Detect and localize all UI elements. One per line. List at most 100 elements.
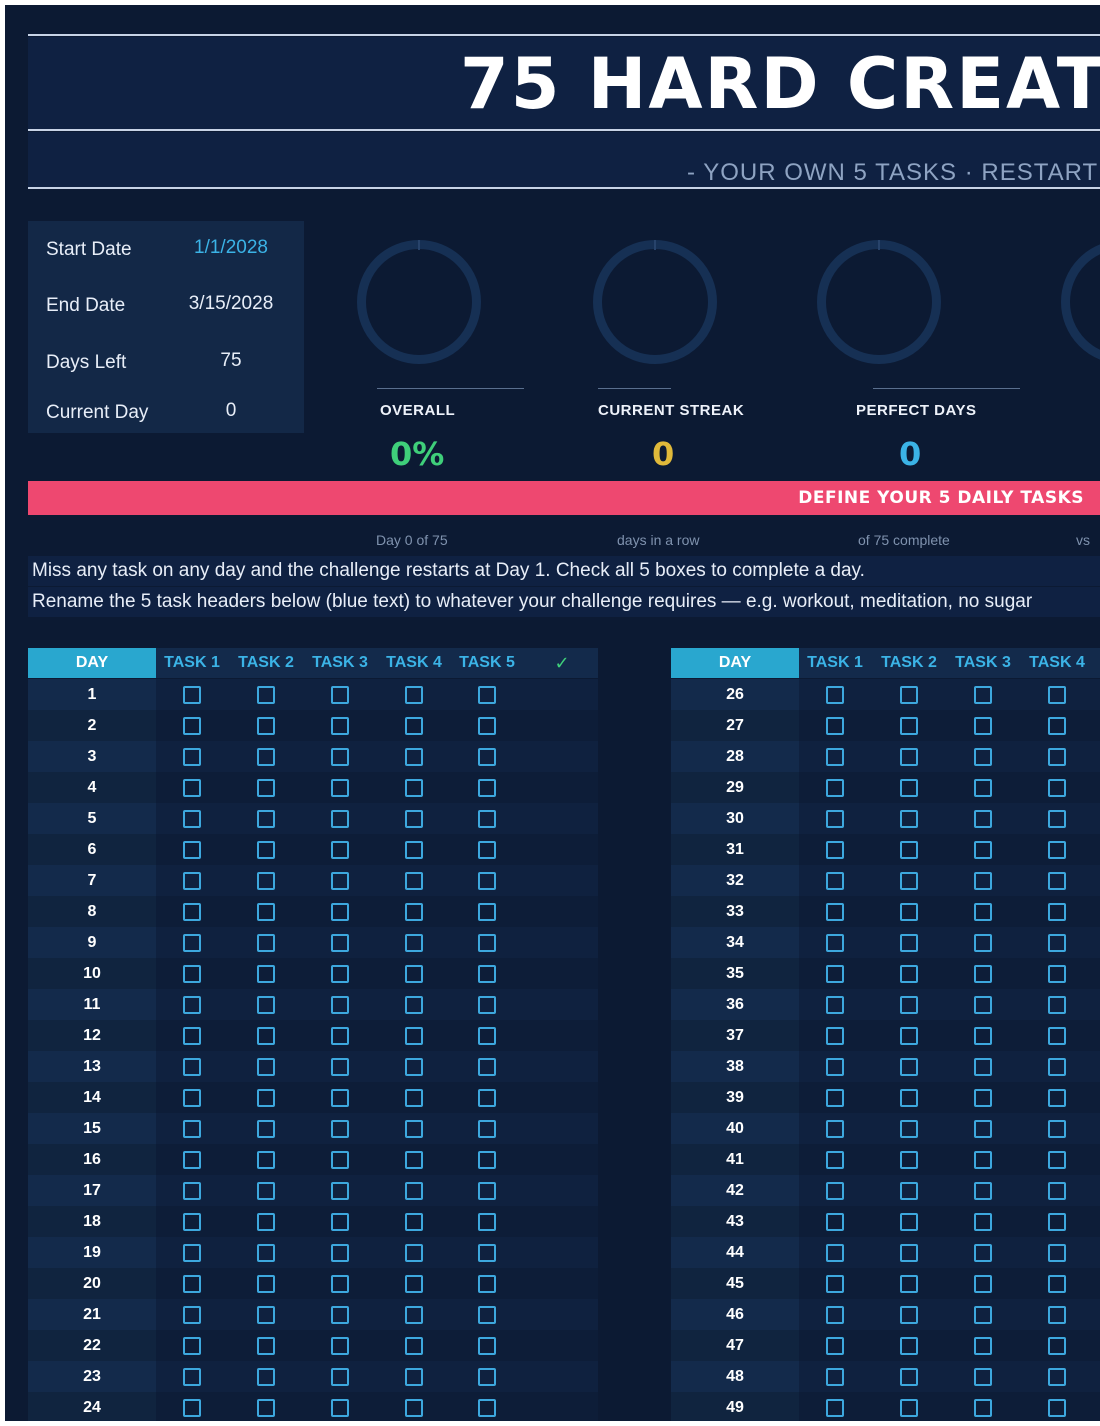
task-2-checkbox[interactable]: [900, 1182, 918, 1200]
task-2-checkbox[interactable]: [257, 872, 275, 890]
task-3-checkbox[interactable]: [974, 748, 992, 766]
task-3-checkbox[interactable]: [974, 1151, 992, 1169]
task-5-header[interactable]: TASK 5: [459, 654, 515, 671]
task-4-checkbox[interactable]: [1048, 779, 1066, 797]
task-1-header[interactable]: TASK 1: [164, 654, 220, 671]
task-4-checkbox[interactable]: [405, 996, 423, 1014]
task-4-checkbox[interactable]: [405, 1182, 423, 1200]
task-3-checkbox[interactable]: [331, 1337, 349, 1355]
task-5-checkbox[interactable]: [478, 686, 496, 704]
task-4-checkbox[interactable]: [1048, 1399, 1066, 1417]
task-3-checkbox[interactable]: [331, 810, 349, 828]
task-1-checkbox[interactable]: [826, 1213, 844, 1231]
task-4-checkbox[interactable]: [1048, 934, 1066, 952]
task-4-checkbox[interactable]: [1048, 1306, 1066, 1324]
task-1-checkbox[interactable]: [183, 1337, 201, 1355]
task-4-checkbox[interactable]: [405, 903, 423, 921]
task-2-checkbox[interactable]: [900, 1027, 918, 1045]
task-1-checkbox[interactable]: [183, 1089, 201, 1107]
task-4-checkbox[interactable]: [1048, 1027, 1066, 1045]
task-5-checkbox[interactable]: [478, 1089, 496, 1107]
task-5-checkbox[interactable]: [478, 996, 496, 1014]
task-3-checkbox[interactable]: [974, 1244, 992, 1262]
task-3-header[interactable]: TASK 3: [312, 654, 368, 671]
task-3-checkbox[interactable]: [331, 996, 349, 1014]
task-3-checkbox[interactable]: [974, 810, 992, 828]
task-4-checkbox[interactable]: [405, 934, 423, 952]
task-3-checkbox[interactable]: [331, 1120, 349, 1138]
task-5-checkbox[interactable]: [478, 1306, 496, 1324]
task-2-checkbox[interactable]: [257, 1120, 275, 1138]
task-4-checkbox[interactable]: [405, 1120, 423, 1138]
task-1-checkbox[interactable]: [826, 1368, 844, 1386]
task-1-checkbox[interactable]: [826, 1027, 844, 1045]
task-4-checkbox[interactable]: [1048, 1120, 1066, 1138]
task-3-checkbox[interactable]: [974, 934, 992, 952]
task-2-checkbox[interactable]: [257, 748, 275, 766]
task-1-checkbox[interactable]: [183, 779, 201, 797]
task-5-checkbox[interactable]: [478, 1275, 496, 1293]
task-3-checkbox[interactable]: [331, 1244, 349, 1262]
task-2-checkbox[interactable]: [257, 1213, 275, 1231]
task-1-checkbox[interactable]: [826, 779, 844, 797]
task-2-checkbox[interactable]: [900, 1244, 918, 1262]
task-2-checkbox[interactable]: [900, 872, 918, 890]
task-3-checkbox[interactable]: [331, 1399, 349, 1417]
task-3-checkbox[interactable]: [974, 1089, 992, 1107]
task-2-header[interactable]: TASK 2: [238, 654, 294, 671]
task-2-checkbox[interactable]: [900, 996, 918, 1014]
task-2-checkbox[interactable]: [257, 1337, 275, 1355]
task-2-checkbox[interactable]: [900, 1337, 918, 1355]
task-4-checkbox[interactable]: [405, 1399, 423, 1417]
task-5-checkbox[interactable]: [478, 1058, 496, 1076]
task-2-checkbox[interactable]: [257, 1399, 275, 1417]
task-2-checkbox[interactable]: [257, 810, 275, 828]
task-3-checkbox[interactable]: [974, 1368, 992, 1386]
task-3-checkbox[interactable]: [331, 934, 349, 952]
task-4-checkbox[interactable]: [405, 686, 423, 704]
task-2-checkbox[interactable]: [900, 1306, 918, 1324]
task-1-checkbox[interactable]: [826, 1182, 844, 1200]
task-1-checkbox[interactable]: [183, 1306, 201, 1324]
task-3-checkbox[interactable]: [974, 903, 992, 921]
task-3-checkbox[interactable]: [974, 1027, 992, 1045]
task-2-checkbox[interactable]: [900, 841, 918, 859]
task-2-checkbox[interactable]: [257, 779, 275, 797]
task-1-checkbox[interactable]: [826, 841, 844, 859]
task-4-checkbox[interactable]: [405, 1275, 423, 1293]
task-1-checkbox[interactable]: [826, 903, 844, 921]
task-2-checkbox[interactable]: [257, 1368, 275, 1386]
task-3-checkbox[interactable]: [331, 686, 349, 704]
task-2-checkbox[interactable]: [257, 717, 275, 735]
task-3-checkbox[interactable]: [974, 1182, 992, 1200]
task-4-checkbox[interactable]: [1048, 1089, 1066, 1107]
task-5-checkbox[interactable]: [478, 1213, 496, 1231]
task-1-checkbox[interactable]: [183, 1120, 201, 1138]
task-4-checkbox[interactable]: [1048, 1213, 1066, 1231]
task-1-checkbox[interactable]: [826, 1058, 844, 1076]
task-5-checkbox[interactable]: [478, 748, 496, 766]
task-4-checkbox[interactable]: [1048, 1244, 1066, 1262]
task-4-checkbox[interactable]: [405, 1027, 423, 1045]
task-4-checkbox[interactable]: [1048, 748, 1066, 766]
task-3-checkbox[interactable]: [331, 1306, 349, 1324]
task-4-checkbox[interactable]: [405, 872, 423, 890]
task-5-checkbox[interactable]: [478, 1399, 496, 1417]
start-date-value[interactable]: 1/1/2028: [194, 237, 268, 258]
task-5-checkbox[interactable]: [478, 717, 496, 735]
task-3-checkbox[interactable]: [331, 903, 349, 921]
task-5-checkbox[interactable]: [478, 841, 496, 859]
task-3-checkbox[interactable]: [331, 1182, 349, 1200]
task-4-checkbox[interactable]: [1048, 1182, 1066, 1200]
task-1-checkbox[interactable]: [826, 1089, 844, 1107]
task-1-checkbox[interactable]: [826, 965, 844, 983]
task-1-checkbox[interactable]: [826, 1337, 844, 1355]
task-1-checkbox[interactable]: [826, 934, 844, 952]
task-3-checkbox[interactable]: [331, 1089, 349, 1107]
task-2-checkbox[interactable]: [900, 1151, 918, 1169]
task-2-header[interactable]: TASK 2: [881, 654, 937, 671]
task-3-checkbox[interactable]: [331, 1151, 349, 1169]
task-2-checkbox[interactable]: [900, 810, 918, 828]
task-1-checkbox[interactable]: [183, 1368, 201, 1386]
task-4-checkbox[interactable]: [405, 841, 423, 859]
